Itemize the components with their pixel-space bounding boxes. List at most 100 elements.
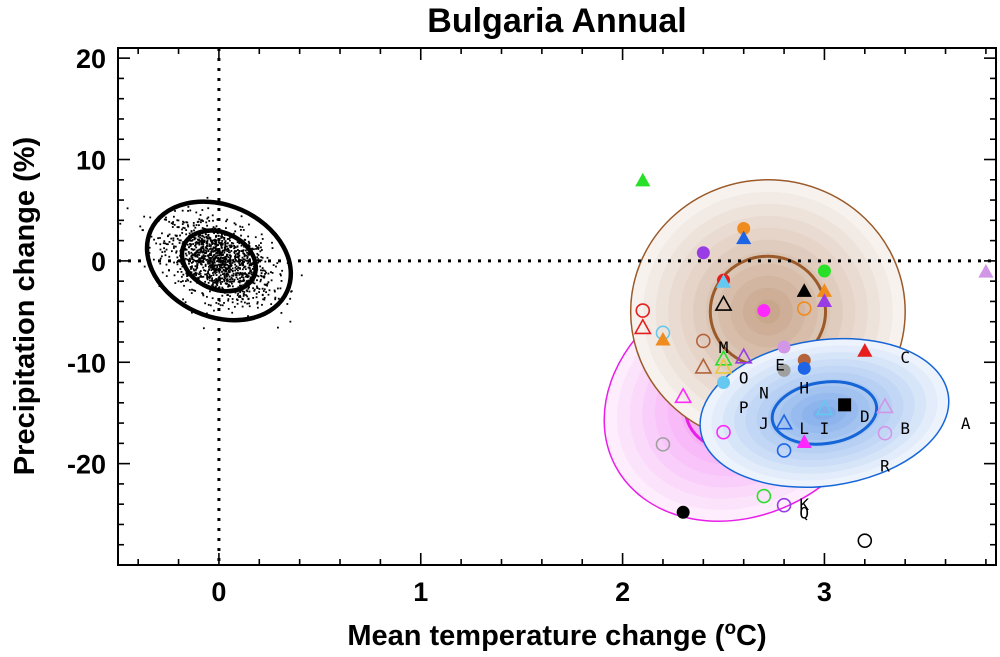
x-axis-label-main: Mean temperature change (	[347, 620, 724, 652]
noise-dot	[212, 279, 214, 282]
noise-dot	[231, 301, 234, 304]
noise-dot	[241, 259, 244, 262]
noise-dot	[191, 311, 193, 314]
noise-dot	[270, 271, 272, 274]
noise-dot	[213, 260, 216, 263]
noise-dot	[187, 279, 190, 282]
noise-dot	[228, 265, 231, 268]
noise-dot	[235, 256, 238, 259]
noise-dot	[176, 261, 178, 264]
noise-dot	[234, 223, 237, 226]
noise-dot	[214, 248, 217, 251]
noise-dot	[223, 272, 226, 275]
noise-dot	[182, 220, 184, 223]
noise-dot	[246, 302, 249, 305]
noise-dot	[229, 236, 232, 239]
plot-area: A B C D EH I J K L M NOP Q R	[118, 48, 996, 565]
noise-dot	[243, 253, 246, 256]
model-point-triangle	[635, 172, 651, 187]
noise-dot	[244, 259, 247, 262]
noise-dot	[193, 269, 196, 272]
noise-dot	[219, 253, 222, 256]
noise-dot	[275, 265, 277, 268]
noise-dot	[208, 236, 211, 239]
noise-dot	[226, 272, 229, 275]
noise-dot	[162, 242, 165, 245]
noise-dot	[174, 282, 177, 284]
noise-dot	[170, 237, 173, 240]
noise-dot	[242, 250, 244, 253]
noise-dot	[217, 244, 220, 246]
noise-dot	[203, 239, 206, 242]
noise-dot	[233, 247, 236, 250]
noise-dot	[221, 239, 224, 242]
noise-dot	[234, 291, 237, 294]
noise-dot	[218, 250, 221, 253]
noise-dot	[247, 235, 250, 238]
noise-dot	[243, 260, 245, 263]
noise-dot	[164, 254, 167, 257]
noise-dot	[206, 241, 209, 244]
noise-dot	[289, 297, 292, 300]
noise-dot	[217, 234, 220, 237]
noise-dot	[234, 269, 237, 272]
noise-dot	[192, 243, 195, 245]
model-point-square	[838, 398, 852, 412]
noise-dot	[214, 270, 217, 272]
noise-dot	[212, 268, 214, 271]
y-tick-label: 10	[76, 146, 106, 176]
noise-dot	[209, 262, 211, 265]
noise-dot	[225, 270, 228, 273]
noise-dot	[226, 218, 229, 221]
noise-dot	[210, 269, 213, 272]
noise-dot	[259, 250, 262, 253]
noise-dot	[201, 209, 204, 211]
noise-dot	[230, 246, 233, 248]
model-letter-label: L	[799, 419, 809, 438]
noise-dot	[196, 242, 199, 245]
noise-dot	[217, 263, 220, 266]
noise-dot	[260, 269, 262, 272]
noise-dot	[220, 233, 223, 236]
noise-dot	[224, 256, 227, 258]
noise-dot	[212, 283, 214, 286]
noise-dot	[223, 276, 226, 279]
noise-dot	[236, 241, 239, 244]
noise-dot	[139, 225, 142, 228]
noise-dot	[223, 258, 226, 261]
noise-dot	[208, 279, 211, 282]
noise-dot	[218, 252, 221, 255]
noise-dot	[225, 248, 228, 251]
noise-dot	[215, 244, 218, 247]
noise-dot	[202, 235, 205, 238]
noise-dot	[229, 257, 232, 259]
noise-dot	[225, 267, 228, 270]
noise-dot	[248, 290, 251, 293]
noise-dot	[201, 255, 203, 258]
model-point-circle	[777, 363, 791, 377]
noise-dot	[141, 229, 144, 232]
noise-dot	[195, 274, 198, 277]
noise-dot	[250, 262, 252, 265]
noise-dot	[170, 250, 173, 253]
model-point-circle	[796, 301, 812, 316]
x-axis-label-end: C)	[736, 620, 767, 652]
noise-dot	[239, 296, 242, 298]
noise-dot	[249, 270, 252, 273]
noise-dot	[226, 282, 228, 285]
noise-dot	[202, 241, 204, 244]
model-letter-label: C	[900, 348, 910, 367]
noise-dot	[203, 227, 206, 230]
noise-dot	[263, 296, 266, 299]
noise-dot	[242, 229, 245, 231]
model-point-circle	[857, 533, 873, 548]
noise-dot	[198, 239, 201, 241]
noise-dot	[176, 226, 179, 229]
noise-dot	[205, 250, 208, 253]
noise-dot	[289, 320, 292, 323]
noise-dot	[207, 281, 210, 284]
model-point-circle	[776, 497, 792, 513]
noise-dot	[172, 239, 175, 242]
noise-dot	[244, 268, 247, 271]
noise-dot	[176, 270, 179, 273]
